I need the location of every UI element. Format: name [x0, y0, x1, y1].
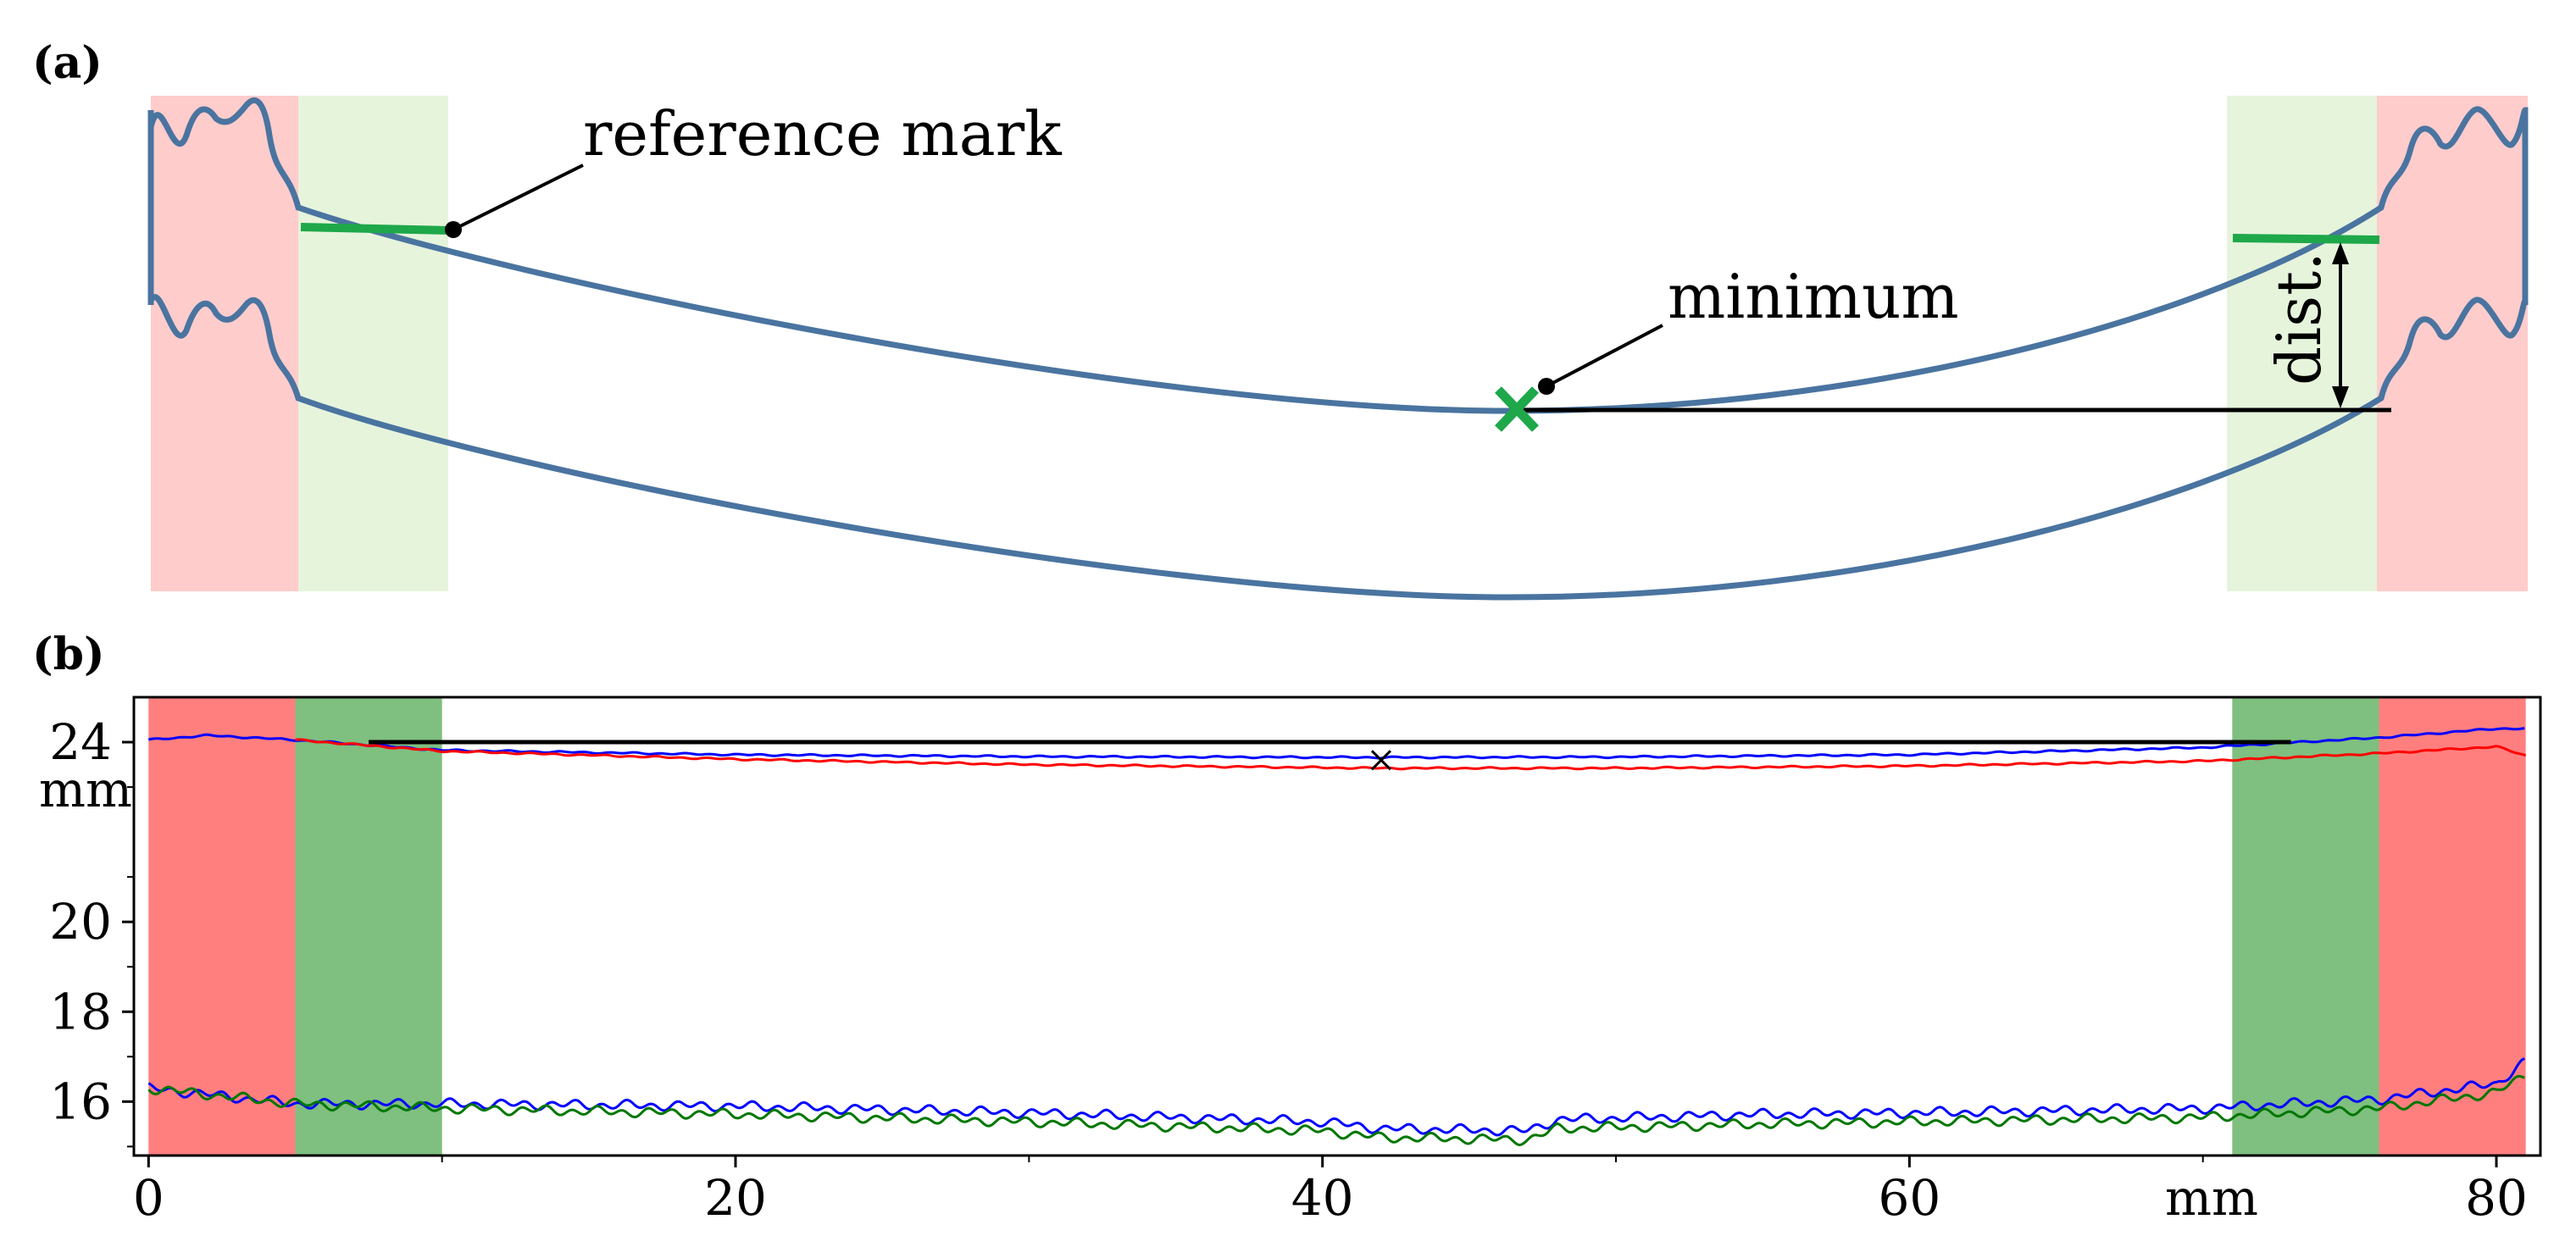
- minimum-annotation: minimum: [1668, 261, 1959, 332]
- reference-mark-leader: [452, 164, 584, 231]
- right-edge-zone: [2377, 96, 2528, 591]
- left-edge-zone: [151, 96, 298, 591]
- lower-surface-curve: [147, 294, 2529, 601]
- x-axis-label: mm: [2165, 1169, 2258, 1227]
- series-line-blue-0: [147, 727, 2525, 760]
- series-line-red-1: [295, 738, 2527, 771]
- minimum-dot: [1538, 378, 1555, 395]
- upper-surface-curve: [147, 97, 2529, 414]
- x-tick-label: 40: [1291, 1169, 1354, 1227]
- shaded-region-green: [295, 697, 442, 1156]
- minimum-marker: [1495, 386, 1539, 432]
- x-tick-label: 60: [1878, 1169, 1940, 1227]
- left-reference-mark-line: [300, 223, 450, 235]
- reference-mark-dot: [445, 221, 462, 238]
- panel-a-schematic: reference mark minimum dist.: [147, 96, 2529, 601]
- plot-frame: [132, 696, 2542, 1157]
- x-tick-label: 20: [704, 1169, 767, 1227]
- series-line-green-3: [147, 1074, 2525, 1147]
- y-axis-label: mm: [39, 761, 132, 818]
- distance-annotation: dist.: [2263, 252, 2334, 385]
- panel-b-label: (b): [32, 629, 105, 680]
- right-reference-zone: [2227, 96, 2377, 591]
- x-tick-label: 0: [133, 1169, 164, 1227]
- y-tick-label: 16: [49, 1072, 112, 1130]
- right-reference-mark-line: [2232, 234, 2380, 244]
- y-tick-label: 20: [49, 893, 112, 951]
- x-tick-label: 80: [2465, 1169, 2528, 1227]
- y-tick-label: 24: [49, 713, 112, 771]
- y-tick-label: 18: [49, 983, 112, 1040]
- series-line-blue-2: [147, 1057, 2526, 1137]
- shaded-region-green: [2232, 697, 2379, 1156]
- reference-mark-annotation: reference mark: [583, 98, 1063, 169]
- minimum-leader: [1546, 324, 1663, 388]
- left-reference-zone: [298, 96, 448, 591]
- minimum-point-marker: [1370, 750, 1392, 771]
- shaded-region-red: [148, 697, 296, 1156]
- panel-a-label: (a): [32, 37, 103, 89]
- shaded-region-red: [2379, 697, 2526, 1156]
- distance-arrow: [2332, 242, 2349, 408]
